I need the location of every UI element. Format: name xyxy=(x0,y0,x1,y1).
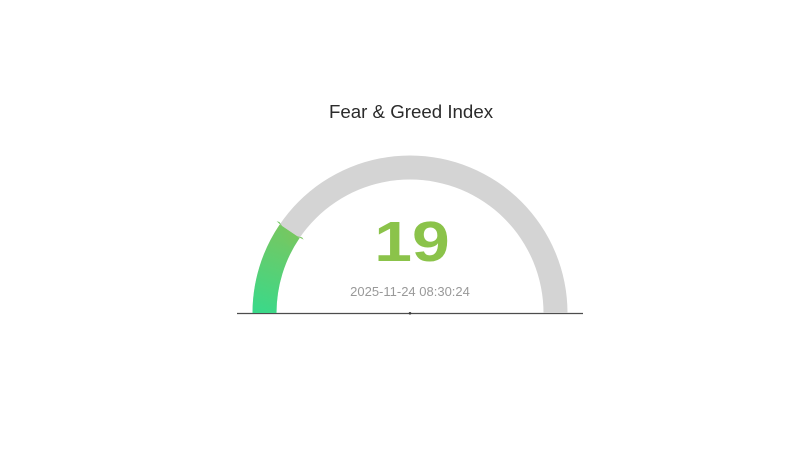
svg-text:19: 19 xyxy=(374,210,449,274)
svg-text:2025-11-24 08:30:24: 2025-11-24 08:30:24 xyxy=(350,284,470,299)
